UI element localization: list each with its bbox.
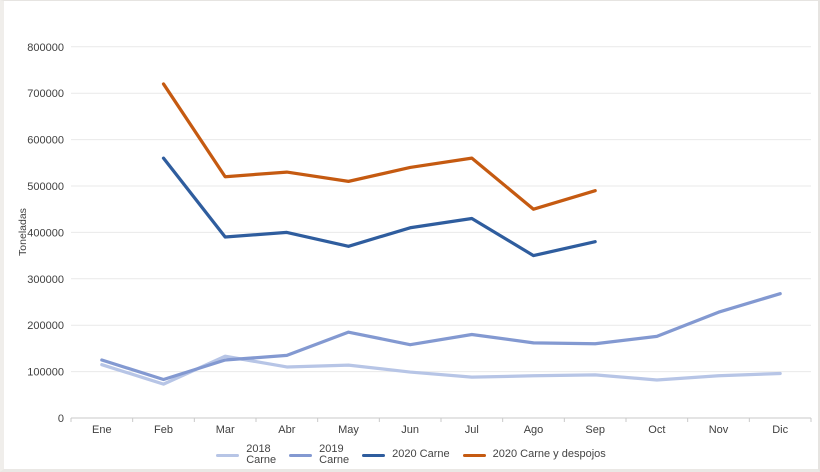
- x-tick-label: Feb: [154, 424, 173, 436]
- x-tick-label: Nov: [709, 424, 729, 436]
- x-tick-label: Jul: [465, 424, 479, 436]
- y-tick-label: 700000: [27, 88, 64, 100]
- x-tick-label: Abr: [278, 424, 295, 436]
- y-tick-label: 200000: [27, 320, 64, 332]
- legend-item-2020-carne: 2020 Carne: [362, 449, 450, 461]
- legend-swatch-2018-carne: [216, 453, 240, 457]
- y-axis-title: Toneladas: [17, 208, 29, 256]
- x-tick-label: Sep: [585, 424, 605, 436]
- legend-label-2020-carne-y-despojos: 2020 Carne y despojos: [492, 448, 606, 461]
- legend-swatch-2020-carne: [362, 453, 386, 457]
- y-tick-label: 0: [58, 413, 64, 425]
- y-tick-label: 100000: [27, 367, 64, 379]
- x-tick-label: Mar: [216, 424, 235, 436]
- line-chart: 0 100000 200000 300000 400000 500000 600000 700…: [17, 42, 812, 436]
- y-tick-label: 500000: [27, 181, 64, 193]
- y-tick-label: 400000: [27, 227, 64, 239]
- series-line-2020-carne: [161, 156, 597, 258]
- legend-item-2019-carne: 2019 Carne: [289, 442, 350, 467]
- x-tick-label: Oct: [648, 424, 665, 436]
- x-tick-label: Ago: [524, 424, 544, 436]
- series-line-2018-carne: [100, 354, 782, 386]
- y-tick-label: 800000: [27, 42, 64, 54]
- legend-item-2018-carne: 2018 Carne: [216, 442, 277, 467]
- legend-label-2020-carne: 2020 Carne: [392, 448, 450, 461]
- x-tick-label: May: [338, 424, 359, 436]
- legend-label-2018-carne: 2018 Carne: [246, 442, 277, 466]
- legend-swatch-2020-carne-y-despojos: [462, 453, 486, 457]
- y-tick-label: 600000: [27, 135, 64, 147]
- x-tick-label: Dic: [772, 424, 788, 436]
- legend-swatch-2019-carne: [289, 453, 313, 457]
- chart-legend: 2018 Carne 2019 Carne 2020 Carne 2020 Carne…: [4, 442, 818, 468]
- series-line-2020-carne-y-despojos: [161, 82, 597, 211]
- x-tick-label: Ene: [92, 424, 112, 436]
- legend-label-2019-carne: 2019 Carne: [319, 442, 350, 466]
- legend-item-2020-carne-y-despojos: 2020 Carne y despojos: [462, 448, 606, 461]
- x-tick-label: Jun: [401, 424, 419, 436]
- y-tick-label: 300000: [27, 274, 64, 286]
- series-line-2019-carne: [100, 292, 782, 382]
